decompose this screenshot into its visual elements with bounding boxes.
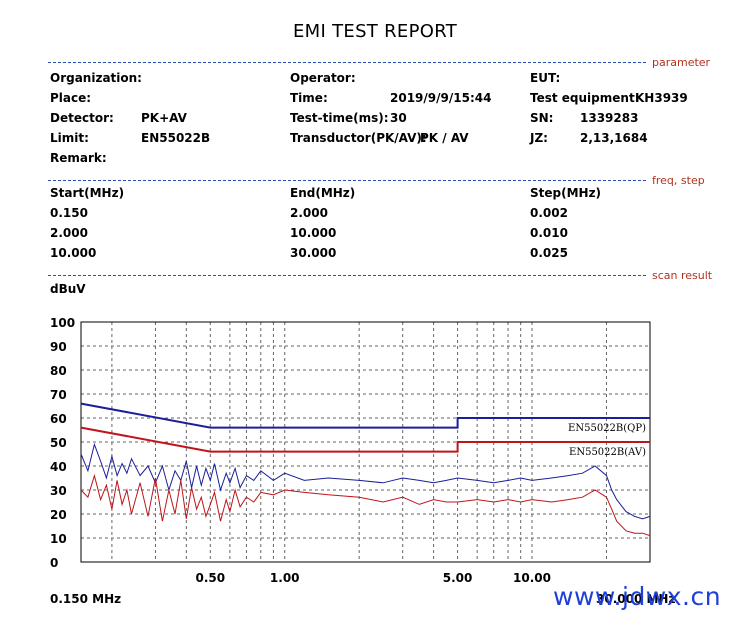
- y-tick-label: 40: [50, 460, 67, 474]
- average-trace-line: [80, 473, 651, 537]
- detector-label: Detector:: [50, 111, 114, 125]
- freq-row-2-start: 2.000: [50, 226, 88, 240]
- x-tick-label: 0.50: [195, 571, 225, 585]
- y-tick-label: 100: [50, 316, 75, 330]
- end-header: End(MHz): [290, 186, 356, 200]
- y-tick-label: 60: [50, 412, 67, 426]
- freq-row-3-start: 10.000: [50, 246, 97, 260]
- peak-trace-line: [80, 442, 651, 520]
- place-label: Place:: [50, 91, 92, 105]
- freq-row-1-start: 0.150: [50, 206, 88, 220]
- report-title: EMI TEST REPORT: [292, 21, 458, 42]
- freq-row-1-end: 2.000: [290, 206, 328, 220]
- scan-result-rule: [48, 275, 646, 276]
- qp-limit-label: EN55022B(QP): [568, 423, 646, 434]
- operator-label: Operator:: [290, 71, 356, 85]
- av-limit-label: EN55022B(AV): [569, 447, 646, 458]
- parameter-rule: [48, 62, 646, 63]
- site-watermark: www.jdwx.cn: [553, 582, 722, 611]
- jz-value: 2,13,1684: [580, 131, 648, 145]
- remark-label: Remark:: [50, 151, 107, 165]
- transductor-label: Transductor(PK/AV):: [290, 131, 427, 145]
- parameter-section-label: parameter: [652, 56, 711, 69]
- test-equipment-value: KH3939: [635, 91, 688, 105]
- eut-label: EUT:: [530, 71, 561, 85]
- step-header: Step(MHz): [530, 186, 602, 200]
- freq-step-rule: [48, 180, 646, 181]
- scan-result-section-label: scan result: [652, 269, 713, 282]
- x-start-label: 0.150 MHz: [50, 592, 121, 606]
- limit-value: EN55022B: [141, 131, 211, 145]
- freq-row-3-step: 0.025: [530, 246, 568, 260]
- test-time-value: 30: [390, 111, 407, 125]
- sn-value: 1339283: [580, 111, 639, 125]
- detector-value: PK+AV: [141, 111, 187, 125]
- freq-step-section-label: freq, step: [652, 174, 705, 187]
- transductor-value: PK / AV: [420, 131, 469, 145]
- y-tick-label: 50: [50, 436, 67, 450]
- y-tick-label: 90: [50, 340, 67, 354]
- x-tick-label: 1.00: [270, 571, 300, 585]
- y-tick-label: 80: [50, 364, 67, 378]
- start-header: Start(MHz): [50, 186, 125, 200]
- freq-row-1-step: 0.002: [530, 206, 568, 220]
- organization-label: Organization:: [50, 71, 142, 85]
- time-value: 2019/9/9/15:44: [390, 91, 492, 105]
- x-tick-label: 10.00: [513, 571, 551, 585]
- freq-row-3-end: 30.000: [290, 246, 337, 260]
- limit-label: Limit:: [50, 131, 89, 145]
- x-tick-label: 5.00: [443, 571, 473, 585]
- y-tick-label: 10: [50, 532, 67, 546]
- x-end-label: 30.000 MHz: [596, 592, 675, 606]
- freq-row-2-step: 0.010: [530, 226, 568, 240]
- freq-row-2-end: 10.000: [290, 226, 337, 240]
- y-axis-unit-label: dBuV: [50, 282, 86, 296]
- test-equipment-label: Test equipment:: [530, 91, 640, 105]
- jz-label: JZ:: [530, 131, 548, 145]
- time-label: Time:: [290, 91, 328, 105]
- qp-limit-line: [80, 402, 650, 429]
- y-tick-label: 20: [50, 508, 67, 522]
- test-time-label: Test-time(ms):: [290, 111, 389, 125]
- sn-label: SN:: [530, 111, 554, 125]
- y-tick-label: 70: [50, 388, 67, 402]
- y-tick-label: 30: [50, 484, 67, 498]
- av-limit-line: [80, 426, 650, 453]
- y-tick-label: 0: [50, 556, 58, 570]
